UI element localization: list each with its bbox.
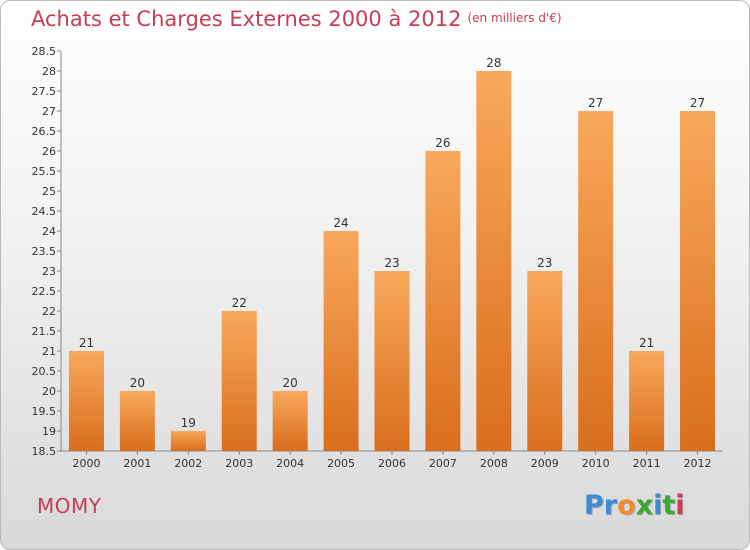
chart-axes: 18.5 19 19.5 20 20.5 21 21.5 22 22.5 23 23.5 24 24.5… [32, 45, 723, 470]
x-tick-label: 2003 [225, 457, 253, 470]
bar-2003 [221, 311, 257, 451]
bar-2004 [272, 391, 308, 451]
y-tick-label: 28 [42, 65, 56, 78]
logo-letter: i [653, 490, 663, 521]
y-tick-label: 21 [42, 345, 56, 358]
y-tick-label: 28.5 [32, 45, 57, 58]
y-tick-label: 20.5 [32, 365, 57, 378]
title-text: Achats et Charges Externes 2000 à 2012 [31, 7, 462, 31]
y-tick-label: 21.5 [32, 325, 57, 338]
y-tick-label: 19 [42, 425, 56, 438]
y-tick-label: 27.5 [32, 85, 57, 98]
data-label: 27 [690, 96, 705, 110]
data-label: 21 [79, 336, 94, 350]
y-tick-label: 18.5 [32, 445, 57, 458]
bar-2007 [425, 151, 461, 451]
chart-bars [68, 71, 716, 451]
x-tick-label: 2004 [276, 457, 304, 470]
y-tick-label: 20 [42, 385, 56, 398]
logo-letter: o [617, 490, 636, 521]
chart-data-labels: 21 20 19 22 20 24 23 26 28 23 27 21 27 [79, 56, 705, 430]
data-label: 23 [384, 256, 399, 270]
logo-letter: x [635, 490, 654, 521]
unit-note: (en milliers d'€) [467, 11, 562, 25]
bar-2005 [323, 231, 359, 451]
data-label: 23 [537, 256, 552, 270]
y-tick-label: 24.5 [32, 205, 57, 218]
bar-2000 [68, 351, 104, 451]
x-tick-label: 2005 [327, 457, 355, 470]
y-tick-label: 25.5 [32, 165, 57, 178]
data-label: 22 [232, 296, 247, 310]
bar-2010 [578, 111, 614, 451]
bar-2012 [680, 111, 716, 451]
y-tick-label: 27 [42, 105, 56, 118]
data-label: 24 [333, 216, 348, 230]
proxiti-logo: Proxiti [584, 490, 685, 521]
x-tick-label: 2007 [429, 457, 457, 470]
town-name: MOMY [37, 494, 102, 518]
y-tick-label: 24 [42, 225, 56, 238]
x-tick-label: 2002 [174, 457, 202, 470]
bar-2002 [170, 431, 206, 451]
y-tick-label: 22 [42, 305, 56, 318]
bar-2001 [119, 391, 155, 451]
y-tick-label: 23 [42, 265, 56, 278]
chart-title: Achats et Charges Externes 2000 à 2012 (e… [31, 7, 562, 31]
bar-2009 [527, 271, 563, 451]
y-tick-label: 23.5 [32, 245, 57, 258]
y-tick-label: 25 [42, 185, 56, 198]
x-tick-label: 2011 [633, 457, 661, 470]
bar-2006 [374, 271, 410, 451]
data-label: 27 [588, 96, 603, 110]
x-tick-label: 2009 [531, 457, 559, 470]
x-tick-label: 2006 [378, 457, 406, 470]
data-label: 20 [283, 376, 298, 390]
x-tick-label: 2008 [480, 457, 508, 470]
x-tick-label: 2010 [582, 457, 610, 470]
logo-letter: r [603, 490, 618, 521]
data-label: 20 [130, 376, 145, 390]
y-tick-label: 26 [42, 145, 56, 158]
x-tick-label: 2012 [684, 457, 712, 470]
x-tick-label: 2001 [123, 457, 151, 470]
logo-letter: t [662, 490, 676, 521]
data-label: 19 [181, 416, 196, 430]
y-tick-label: 19.5 [32, 405, 57, 418]
logo-letter: P [584, 490, 604, 521]
y-tick-label: 26.5 [32, 125, 57, 138]
data-label: 21 [639, 336, 654, 350]
y-tick-label: 22.5 [32, 285, 57, 298]
data-label: 28 [486, 56, 501, 70]
logo-letter: i [675, 490, 685, 521]
data-label: 26 [435, 136, 450, 150]
bar-2008 [476, 71, 512, 451]
bar-2011 [629, 351, 665, 451]
x-tick-label: 2000 [72, 457, 100, 470]
